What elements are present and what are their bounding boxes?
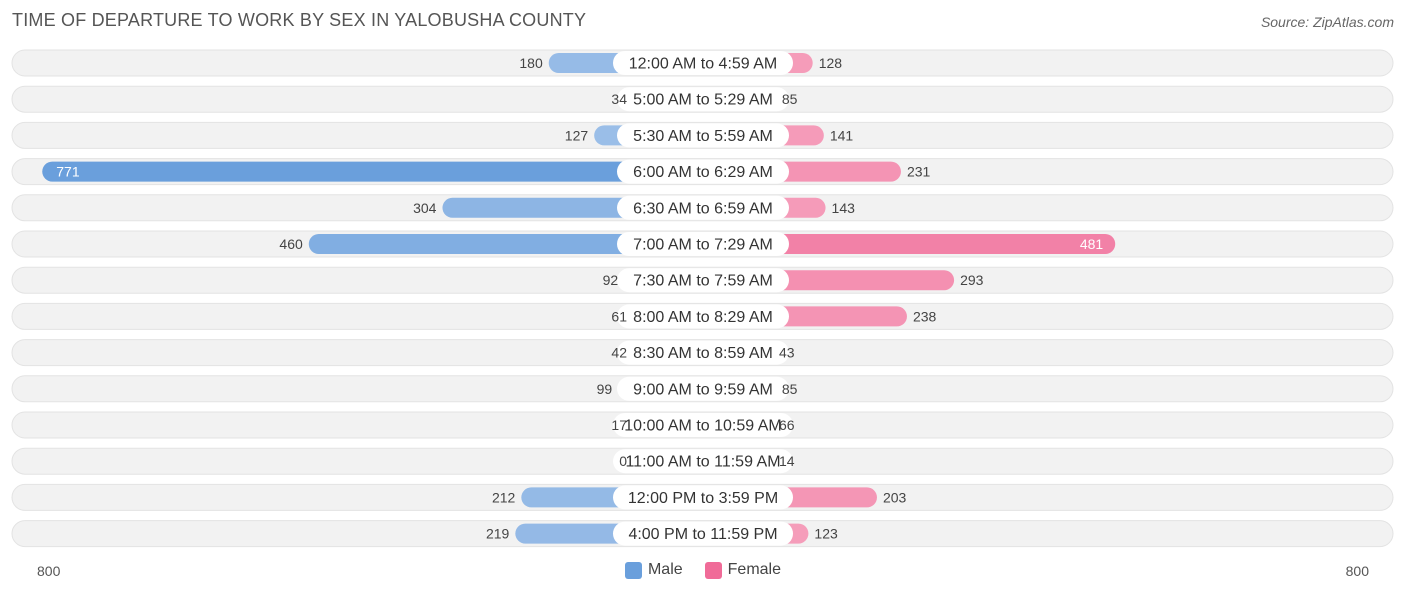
- value-label-female: 43: [779, 345, 795, 361]
- value-label-female: 231: [907, 164, 931, 180]
- value-label-female: 66: [779, 417, 795, 433]
- value-label-female: 85: [782, 381, 798, 397]
- category-label-bg: [617, 340, 789, 365]
- category-label: 7:00 AM to 7:29 AM: [633, 237, 773, 254]
- legend-label-male: Male: [647, 561, 683, 578]
- bar-male: [308, 234, 713, 254]
- bar-female: [693, 234, 1116, 254]
- legend-item-female: Female: [704, 561, 782, 579]
- category-label: 5:30 AM to 5:59 AM: [633, 128, 773, 145]
- legend-label-female: Female: [727, 561, 782, 578]
- category-label: 8:30 AM to 8:59 AM: [633, 345, 773, 362]
- value-label-male: 304: [413, 200, 437, 216]
- category-label-bg: [617, 376, 789, 401]
- value-label-male: 212: [492, 489, 516, 505]
- value-label-male: 771: [56, 164, 80, 180]
- value-label-male: 34: [611, 91, 627, 107]
- value-label-male: 0: [619, 453, 627, 469]
- value-label-female: 293: [960, 272, 984, 288]
- axis-label-left: 800: [37, 563, 61, 579]
- category-label: 12:00 PM to 3:59 PM: [628, 490, 778, 507]
- category-label: 11:00 AM to 11:59 AM: [625, 454, 780, 471]
- category-label-bg: [613, 51, 793, 75]
- value-label-male: 17: [611, 417, 627, 433]
- category-label-bg: [617, 123, 789, 148]
- value-label-female: 85: [782, 91, 798, 107]
- value-label-male: 42: [611, 345, 627, 361]
- value-label-female: 141: [830, 127, 854, 143]
- bar-male: [42, 161, 714, 182]
- category-label: 8:00 AM to 8:29 AM: [633, 309, 773, 326]
- category-label-bg: [613, 449, 793, 474]
- category-label: 9:00 AM to 9:59 AM: [633, 381, 773, 398]
- value-label-female: 14: [779, 453, 795, 469]
- value-label-female: 481: [1080, 236, 1104, 252]
- legend-swatch-male: [624, 561, 642, 579]
- category-label-bg: [613, 413, 793, 437]
- value-label-female: 123: [814, 526, 838, 542]
- value-label-male: 127: [565, 127, 589, 143]
- value-label-female: 203: [883, 489, 907, 505]
- value-label-male: 180: [519, 55, 543, 71]
- category-label-bg: [613, 485, 793, 510]
- value-label-male: 99: [597, 381, 613, 397]
- category-label: 10:00 AM to 10:59 AM: [624, 418, 781, 435]
- legend-swatch-female: [704, 561, 722, 579]
- chart-title: TIME OF DEPARTURE TO WORK BY SEX IN YALO…: [12, 10, 587, 30]
- category-label-bg: [613, 521, 793, 546]
- value-label-male: 92: [603, 272, 619, 288]
- category-label: 7:30 AM to 7:59 AM: [633, 273, 773, 290]
- value-label-male: 219: [486, 526, 510, 542]
- value-label-female: 128: [819, 55, 843, 71]
- value-label-female: 143: [832, 200, 856, 216]
- category-label-bg: [617, 87, 789, 112]
- category-label: 6:30 AM to 6:59 AM: [633, 200, 773, 217]
- value-label-male: 61: [611, 308, 627, 324]
- category-label: 4:00 PM to 11:59 PM: [628, 526, 777, 543]
- category-label-bg: [617, 195, 789, 220]
- category-label-bg: [617, 232, 789, 256]
- legend-item-male: Male: [624, 561, 683, 579]
- category-label: 6:00 AM to 6:29 AM: [633, 164, 773, 181]
- category-label: 12:00 AM to 4:59 AM: [629, 56, 778, 73]
- legend: Male Female: [0, 561, 1406, 579]
- category-label-bg: [617, 268, 789, 293]
- category-label-bg: [617, 304, 789, 329]
- value-label-male: 460: [279, 236, 303, 252]
- category-label-bg: [617, 159, 789, 184]
- source-label: Source: ZipAtlas.com: [1260, 14, 1394, 30]
- axis-label-right: 800: [1345, 563, 1369, 579]
- category-label: 5:00 AM to 5:29 AM: [633, 92, 773, 109]
- value-label-female: 238: [913, 308, 937, 324]
